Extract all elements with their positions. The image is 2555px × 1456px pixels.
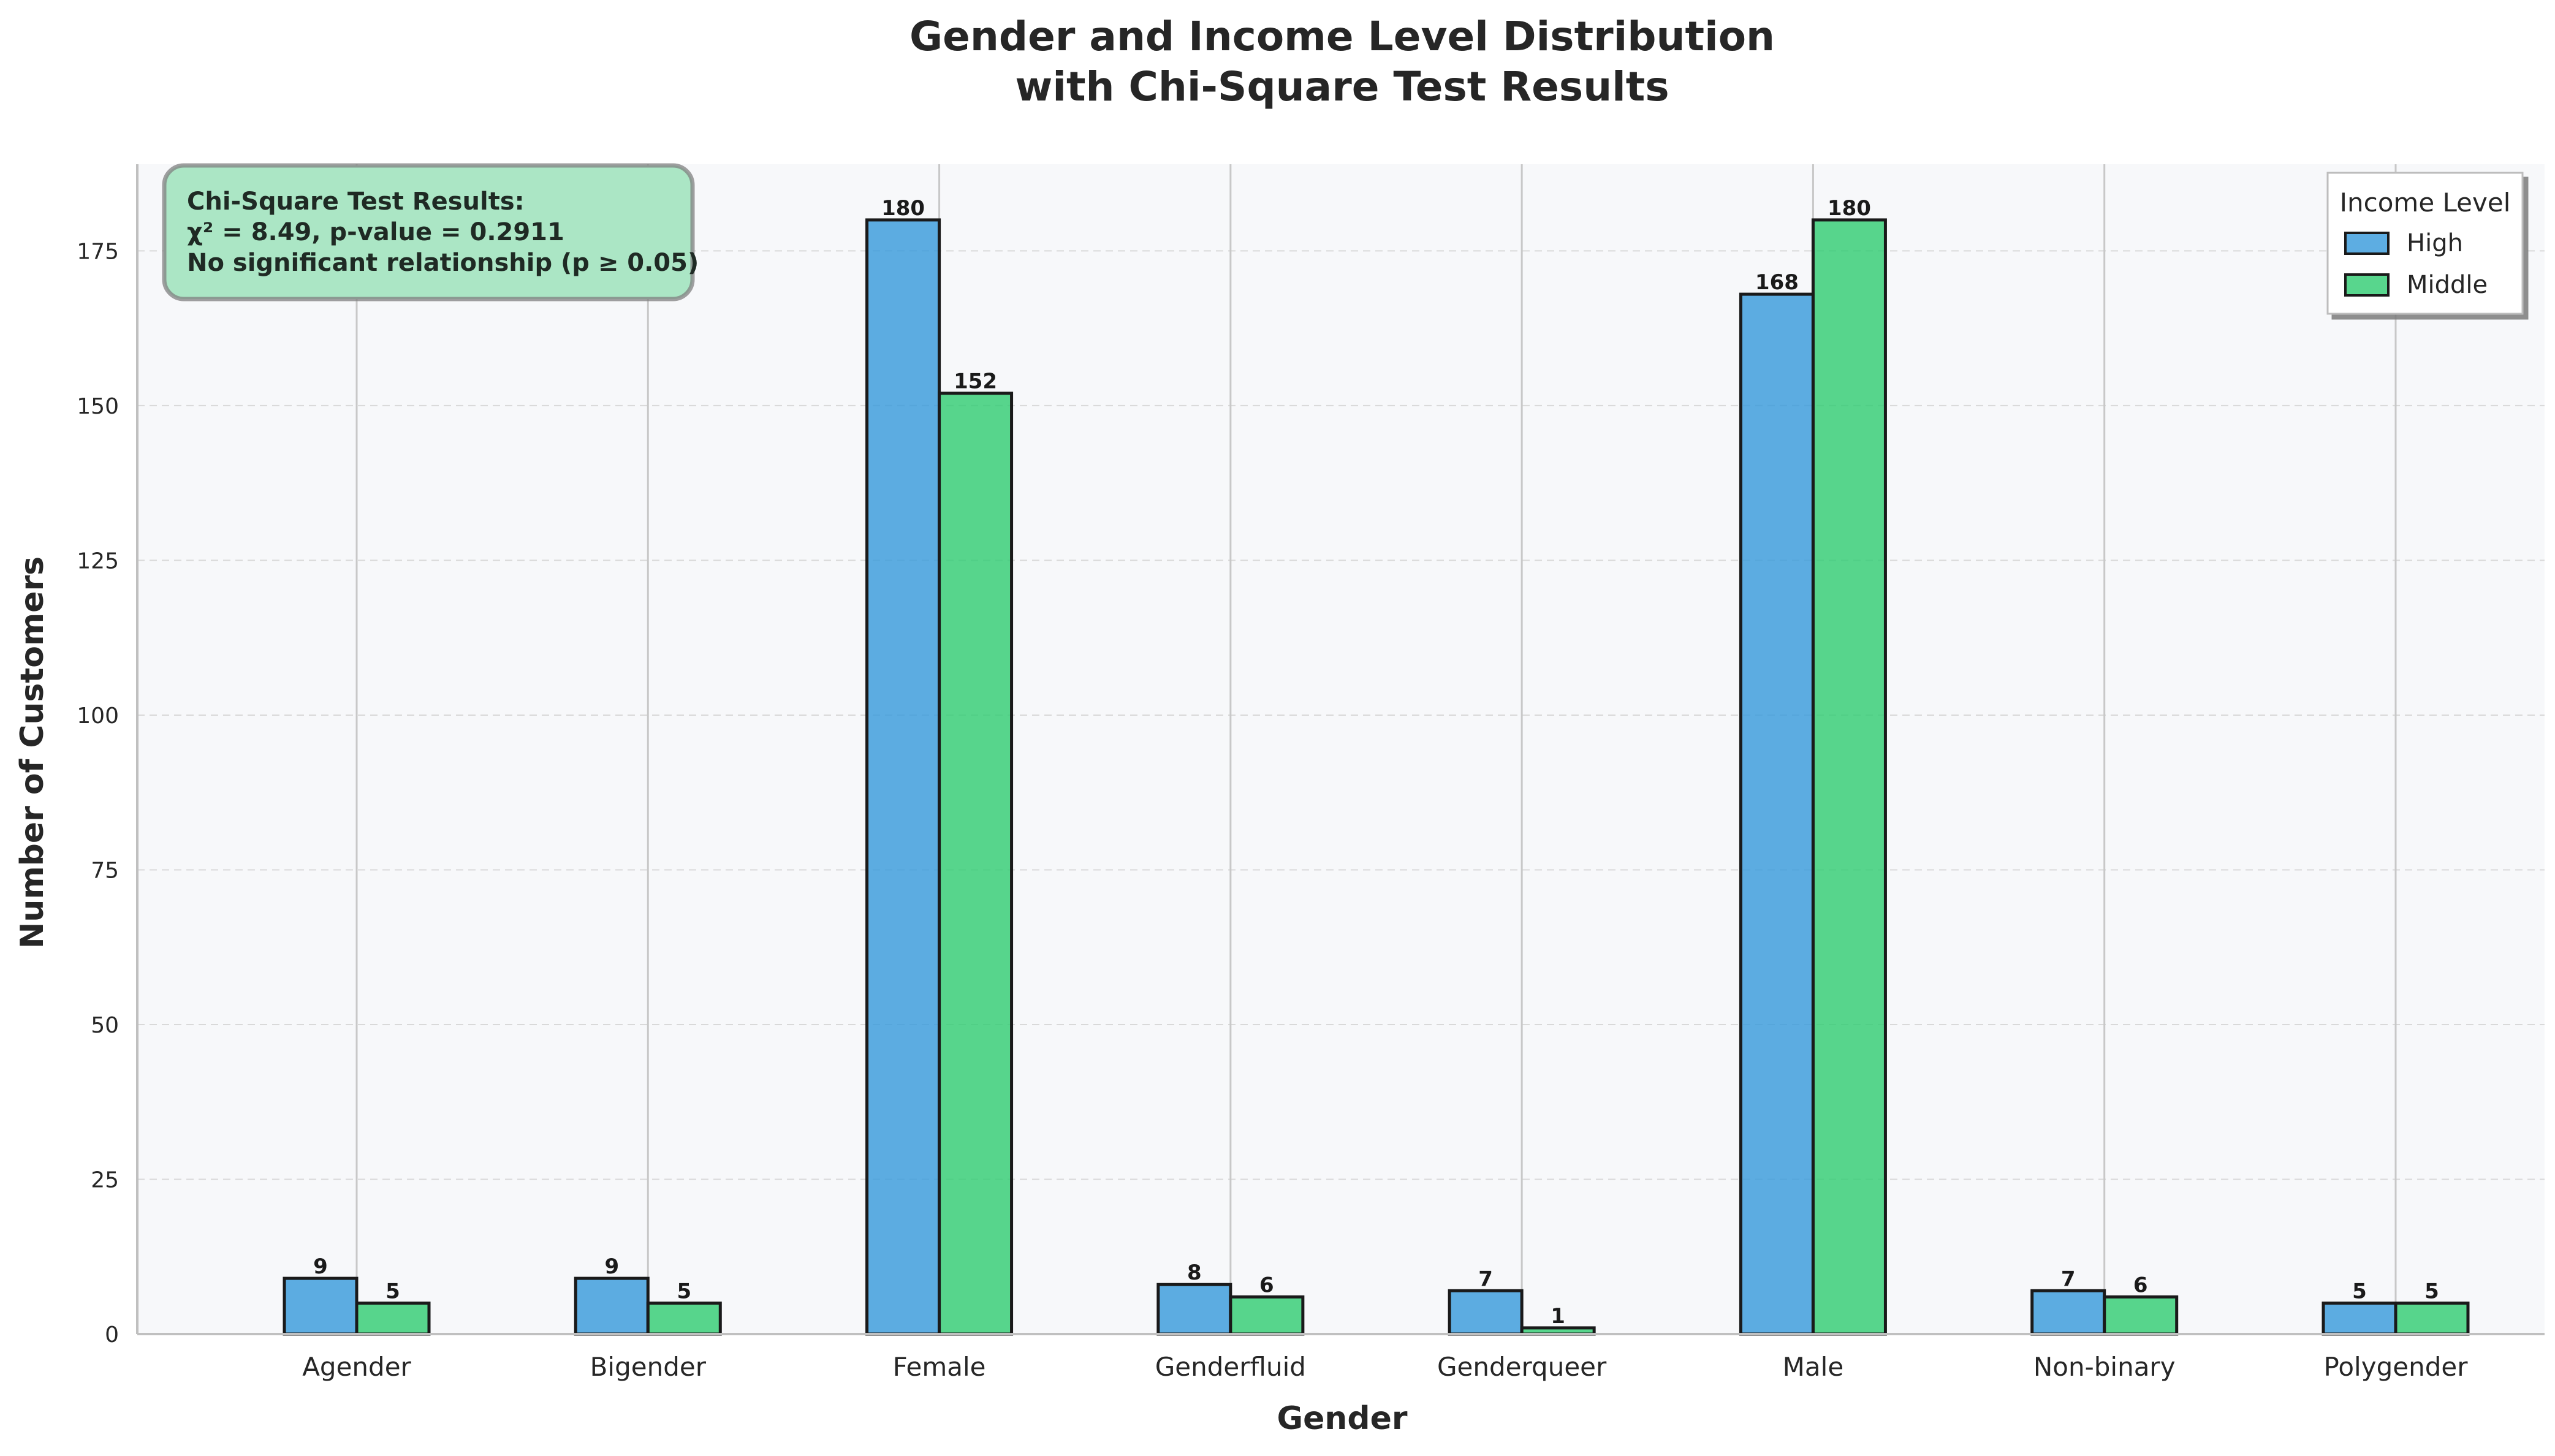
bar-middle-female (938, 392, 1014, 1336)
y-tick-labels: 0 25 50 75 100 125 150 175 (77, 239, 119, 1348)
bar-high-non-binary (2030, 1289, 2106, 1336)
bar-value-label: 1 (1551, 1304, 1565, 1329)
bar-value-label: 5 (2352, 1279, 2367, 1303)
bar-high-polygender (2322, 1301, 2397, 1336)
x-tick-label: Polygender (2324, 1352, 2469, 1382)
bar-middle-bigender (646, 1301, 722, 1336)
bar-value-label: 5 (677, 1279, 691, 1303)
x-tick-label: Female (893, 1352, 986, 1382)
bar-high-agender (283, 1276, 359, 1336)
plot-background (137, 164, 2545, 1334)
x-tick-label: Male (1783, 1352, 1843, 1382)
bars (283, 218, 2470, 1336)
bar-value-label: 5 (2424, 1279, 2439, 1303)
bar-value-label: 5 (385, 1279, 400, 1303)
bar-value-label: 168 (1755, 270, 1799, 295)
bar-value-labels: 9 9 180 8 7 168 7 5 5 5 152 6 1 180 6 5 (313, 196, 2439, 1329)
x-axis-label: Gender (1277, 1400, 1407, 1437)
bar-high-male (1739, 292, 1815, 1336)
legend-swatch-middle (2344, 273, 2390, 297)
bar-value-label: 6 (1259, 1273, 1274, 1297)
bar-high-genderfluid (1156, 1283, 1232, 1336)
bar-value-label: 180 (881, 196, 925, 221)
legend-label-middle: Middle (2407, 271, 2488, 299)
annotation-line-3: No significant relationship (p ≥ 0.05) (187, 249, 699, 277)
annotation-box (162, 163, 695, 301)
chart-title: Gender and Income Level Distribution with… (909, 13, 1775, 110)
bar-value-label: 7 (1478, 1267, 1493, 1291)
legend: Income Level High Middle (2326, 172, 2524, 315)
bar-value-label: 6 (2133, 1273, 2148, 1297)
y-tick-label: 25 (91, 1167, 119, 1192)
y-tick-label: 50 (91, 1013, 119, 1038)
y-tick-label: 175 (77, 239, 119, 264)
legend-swatch-high (2344, 232, 2390, 255)
bar-middle-non-binary (2103, 1295, 2179, 1336)
x-tick-label: Genderqueer (1437, 1352, 1607, 1382)
y-tick-label: 125 (77, 548, 119, 574)
x-tick-labels: Agender Bigender Female Genderfluid Genderqu… (302, 1352, 2468, 1382)
x-tick-label: Non-binary (2033, 1352, 2176, 1382)
bar-value-label: 8 (1187, 1261, 1202, 1285)
x-tick-label: Genderfluid (1155, 1352, 1306, 1382)
bar-middle-agender (355, 1301, 431, 1336)
x-tick-label: Bigender (590, 1352, 707, 1382)
bar-middle-genderfluid (1229, 1295, 1305, 1336)
bar-high-female (865, 218, 941, 1336)
bar-high-genderqueer (1448, 1289, 1524, 1336)
annotation-line-2: χ² = 8.49, p-value = 0.2911 (187, 218, 564, 246)
bar-value-label: 9 (604, 1254, 619, 1279)
bar-high-bigender (574, 1276, 650, 1336)
bar-value-label: 7 (2061, 1267, 2076, 1291)
bar-value-label: 180 (1828, 196, 1871, 221)
bar-value-label: 9 (313, 1254, 328, 1279)
annotation-line-1: Chi-Square Test Results: (187, 188, 525, 216)
y-tick-label: 100 (77, 703, 119, 729)
bar-middle-polygender (2394, 1301, 2470, 1336)
chi-square-annotation: Chi-Square Test Results: χ² = 8.49, p-va… (162, 163, 699, 301)
legend-label-high: High (2407, 229, 2463, 257)
y-tick-label: 0 (105, 1322, 119, 1348)
y-tick-label: 150 (77, 394, 119, 419)
bar-middle-male (1811, 218, 1887, 1336)
x-tick-label: Agender (302, 1352, 411, 1382)
y-tick-label: 75 (91, 858, 119, 883)
bar-value-label: 152 (954, 370, 997, 394)
y-axis-label: Number of Customers (14, 556, 51, 949)
chart-title-line: with Chi-Square Test Results (1015, 63, 1669, 110)
axes (136, 164, 2545, 1335)
legend-title: Income Level (2340, 188, 2511, 218)
chart-title-line: Gender and Income Level Distribution (909, 13, 1775, 60)
